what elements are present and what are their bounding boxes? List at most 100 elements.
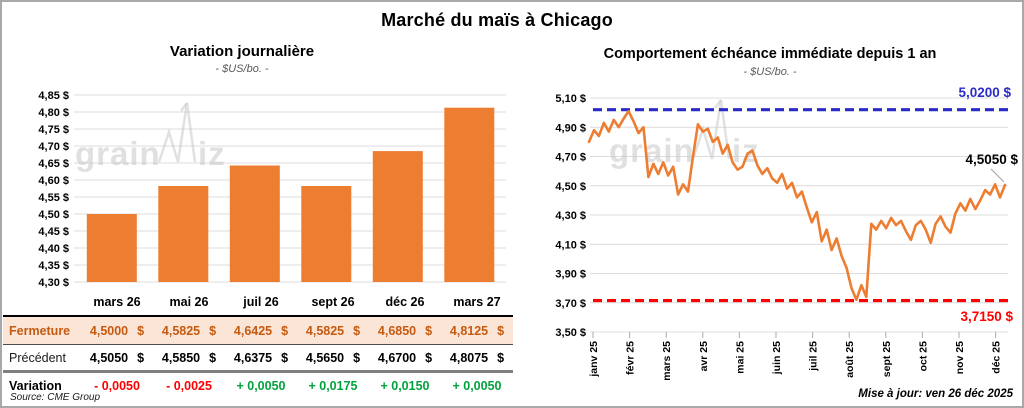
y-tick-label: 4,70 $ [555,152,586,164]
y-tick-label: 3,90 $ [555,269,586,281]
table-cell: + 0,0050 [441,379,513,393]
price-value: 4,5050 [89,350,129,365]
column-header: déc 26 [385,294,425,309]
y-tick-label: 4,90 $ [555,122,586,134]
grainwiz-watermark: iz [198,135,226,172]
table-cell: 4,8125 $ [441,324,513,338]
price-value: 4,6850 [377,323,417,338]
watermark-arrow-icon [180,102,188,112]
bar-juil 26 [229,165,280,282]
table-row-fermeture: Fermeture 4,5000 $4,5825 $4,6425 $4,5825 $4,6… [3,317,513,345]
table-cell: + 0,0175 [297,379,369,393]
column-header: mai 26 [169,294,209,309]
y-tick-label: 4,50 $ [555,181,586,193]
x-tick-label: janv 25 [588,341,600,378]
x-tick-label: avr 25 [698,341,710,372]
variation-value: + 0,0150 [380,378,430,393]
table-cell: 4,5050 $ [81,351,153,365]
x-tick-label: mars 25 [661,341,673,381]
year-low-label: 3,7150 $ [960,309,1013,324]
price-value: 4,6700 [377,350,417,365]
table-cell: 4,5650 $ [297,351,369,365]
currency-symbol: $ [425,323,433,338]
column-header: mars 26 [93,294,141,309]
x-tick-label: juin 25 [771,341,783,375]
table-cell: 4,5825 $ [153,324,225,338]
price-table: mars 26 mai 26 juil 26 sept 26 déc 26 mars 27… [3,288,513,398]
price-value: 4,5825 [161,323,201,338]
y-tick-label: 4,75 $ [38,124,69,136]
y-tick-label: 4,65 $ [38,158,69,170]
table-cell: - 0,0050 [81,379,153,393]
bar-mars 26 [86,214,137,282]
table-cell: 4,8075 $ [441,351,513,365]
daily-variation-subtitle: - $US/bo. - [215,63,269,75]
grainwiz-watermark: grain [609,132,695,169]
variation-value: - 0,0050 [94,378,140,393]
column-header: sept 26 [311,294,355,309]
price-value: 4,5650 [305,350,345,365]
x-tick-label: oct 25 [917,341,929,372]
variation-value: + 0,0050 [236,378,286,393]
price-value: 4,6375 [233,350,273,365]
y-tick-label: 4,50 $ [38,209,69,221]
y-tick-label: 3,50 $ [555,327,586,339]
price-value: 4,8125 [449,323,489,338]
price-value: 4,5850 [161,350,201,365]
daily-variation-title: Variation journalière [169,43,315,60]
y-tick-label: 4,10 $ [555,239,586,251]
one-year-chart-subtitle: - $US/bo. - [743,66,797,78]
watermark-zigzag-icon [691,99,731,160]
y-tick-label: 4,60 $ [38,175,69,187]
price-series-line [587,109,1007,302]
table-cell: 4,5000 $ [81,324,153,338]
x-tick-label: mai 25 [734,341,746,374]
row-label: Fermeture [9,323,71,338]
table-cell: + 0,0050 [225,379,297,393]
y-tick-label: 5,10 $ [555,93,586,105]
x-tick-label: févr 25 [625,341,637,375]
y-tick-label: 4,85 $ [38,90,69,102]
grainwiz-watermark: grain [75,135,161,172]
currency-symbol: $ [209,323,217,338]
year-high-label: 5,0200 $ [958,85,1011,100]
table-cell: 4,5850 $ [153,351,225,365]
bar-mars 27 [444,107,495,282]
table-row-variation: Variation - 0,0050 - 0,0025 + 0,0050 + 0,017… [3,373,513,398]
y-tick-label: 4,35 $ [38,260,69,272]
column-header: juil 26 [243,294,279,309]
currency-symbol: $ [281,350,289,365]
row-label: Précédent [9,350,66,365]
x-tick-label: sept 25 [881,341,893,377]
table-cell: 4,6700 $ [369,351,441,365]
table-cell: - 0,0025 [153,379,225,393]
currency-symbol: $ [209,350,217,365]
table-cell: 4,6425 $ [225,324,297,338]
bar-mai 26 [158,186,209,282]
price-value: 4,6425 [233,323,273,338]
variation-value: + 0,0175 [308,378,358,393]
page-title: Marché du maïs à Chicago [381,10,613,30]
currency-symbol: $ [137,350,145,365]
y-tick-label: 4,70 $ [38,141,69,153]
price-value: 4,5000 [89,323,129,338]
y-tick-label: 4,45 $ [38,226,69,238]
y-tick-label: 4,55 $ [38,192,69,204]
daily-variation-bar-chart: 4,85 $ 4,80 $ 4,75 $ 4,70 $ 4,65 $ 4,60 $ 4,55… [38,90,506,289]
currency-symbol: $ [353,323,361,338]
bar-déc 26 [372,151,423,282]
bar-sept 26 [301,186,352,282]
y-tick-label: 4,40 $ [38,243,69,255]
currency-symbol: $ [281,323,289,338]
table-cell: + 0,0150 [369,379,441,393]
y-tick-label: 3,70 $ [555,298,586,310]
last-point-label: 4,5050 $ [965,152,1018,167]
one-year-line-chart: 5,10 $ 4,90 $ 4,70 $ 4,50 $ 4,30 $ 4,10 $ 3,90… [555,85,1018,381]
watermark-arrow-icon [714,99,722,109]
updated-note: Mise à jour: ven 26 déc 2025 [858,388,1013,400]
one-year-chart-title: Comportement échéance immédiate depuis 1… [603,46,937,62]
row-label: Variation [9,378,62,393]
currency-symbol: $ [137,323,145,338]
x-tick-label: juil 25 [808,341,820,372]
